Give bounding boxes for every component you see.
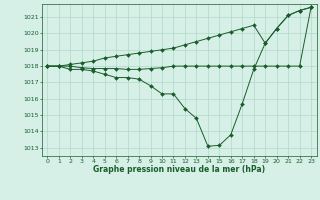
X-axis label: Graphe pression niveau de la mer (hPa): Graphe pression niveau de la mer (hPa): [93, 165, 265, 174]
